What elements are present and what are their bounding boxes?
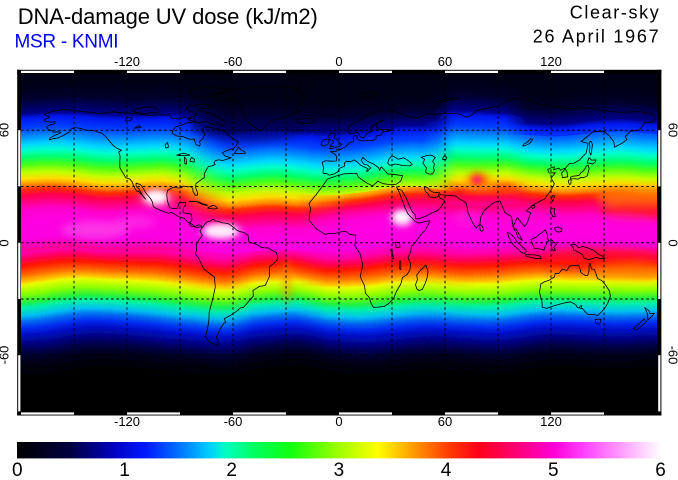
svg-text:-60: -60 <box>224 54 243 69</box>
svg-text:0: 0 <box>335 54 342 69</box>
svg-text:120: 120 <box>540 54 562 69</box>
svg-text:-60: -60 <box>0 346 12 365</box>
svg-text:MSR - KNMI: MSR - KNMI <box>15 32 119 53</box>
svg-text:0: 0 <box>666 239 678 246</box>
svg-text:60: 60 <box>0 123 12 137</box>
svg-text:1: 1 <box>119 460 130 480</box>
svg-text:2: 2 <box>226 460 237 480</box>
svg-text:-60: -60 <box>666 346 678 365</box>
svg-text:DNA-damage UV dose (kJ/m2): DNA-damage UV dose (kJ/m2) <box>18 4 318 29</box>
svg-text:5: 5 <box>548 460 559 480</box>
svg-text:-60: -60 <box>224 414 243 429</box>
svg-text:6: 6 <box>655 460 666 480</box>
svg-text:0: 0 <box>12 460 23 480</box>
svg-text:Clear-sky: Clear-sky <box>570 2 659 22</box>
svg-text:-120: -120 <box>114 54 140 69</box>
svg-text:4: 4 <box>441 460 452 480</box>
svg-text:26 April 1967: 26 April 1967 <box>533 27 659 47</box>
svg-text:60: 60 <box>438 54 452 69</box>
svg-text:3: 3 <box>334 460 345 480</box>
svg-text:60: 60 <box>666 123 678 137</box>
svg-text:-120: -120 <box>114 414 140 429</box>
svg-text:120: 120 <box>540 414 562 429</box>
svg-text:0: 0 <box>335 414 342 429</box>
svg-text:60: 60 <box>438 414 452 429</box>
svg-text:0: 0 <box>0 239 12 246</box>
